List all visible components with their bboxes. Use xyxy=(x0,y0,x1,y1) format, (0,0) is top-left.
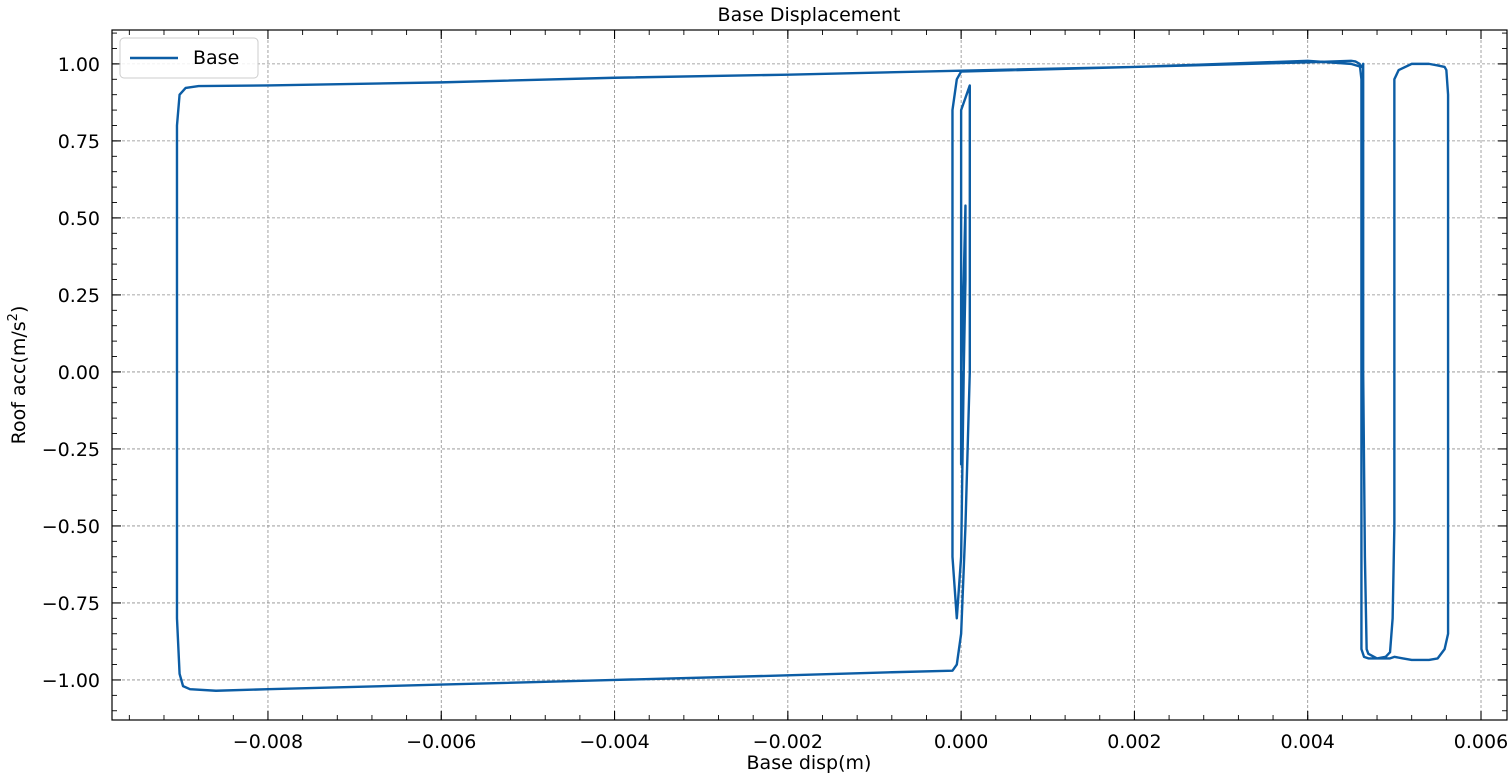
y-tick-label: 0.00 xyxy=(58,362,100,384)
y-tick-label: −0.75 xyxy=(42,593,100,615)
x-tick-label: −0.004 xyxy=(579,731,649,753)
series-line-base xyxy=(175,59,1450,692)
y-axis-title-close: ) xyxy=(8,306,30,313)
x-axis-title: Base disp(m) xyxy=(747,752,872,774)
y-tick-label: −0.25 xyxy=(42,439,100,461)
y-tick-label: 0.75 xyxy=(58,131,100,153)
y-axis-title: Roof acc(m/s2) xyxy=(6,306,30,445)
x-tick-label: −0.002 xyxy=(753,731,823,753)
y-tick-label: −1.00 xyxy=(42,670,100,692)
x-tick-label: −0.006 xyxy=(406,731,476,753)
y-tick-label: 0.50 xyxy=(58,208,100,230)
plot-frame xyxy=(111,29,1508,721)
x-tick-label: 0.000 xyxy=(934,731,988,753)
x-tick-label: −0.008 xyxy=(233,731,303,753)
legend: Base xyxy=(119,37,259,79)
x-tick-label: 0.002 xyxy=(1107,731,1161,753)
y-tick-label: 1.00 xyxy=(58,54,100,76)
x-tick-label: 0.004 xyxy=(1281,731,1335,753)
axis-ticks xyxy=(112,30,1507,720)
y-tick-label: 0.25 xyxy=(58,285,100,307)
y-axis-title-main: Roof acc(m/s xyxy=(8,321,30,444)
y-axis-title-superscript: 2 xyxy=(6,313,21,321)
x-axis-tick-labels: −0.008 −0.006 −0.004 −0.002 0.000 0.002 0.004 0… xyxy=(233,731,1508,753)
legend-box xyxy=(119,37,259,79)
chart-title: Base Displacement xyxy=(718,4,901,26)
legend-label-base: Base xyxy=(193,47,239,69)
x-tick-label: 0.006 xyxy=(1454,731,1508,753)
grid xyxy=(112,30,1507,720)
plot-area xyxy=(175,59,1450,692)
y-axis-tick-labels: 1.00 0.75 0.50 0.25 0.00 −0.25 −0.50 −0.75 −1.00 xyxy=(42,54,100,692)
y-tick-label: −0.50 xyxy=(42,516,100,538)
